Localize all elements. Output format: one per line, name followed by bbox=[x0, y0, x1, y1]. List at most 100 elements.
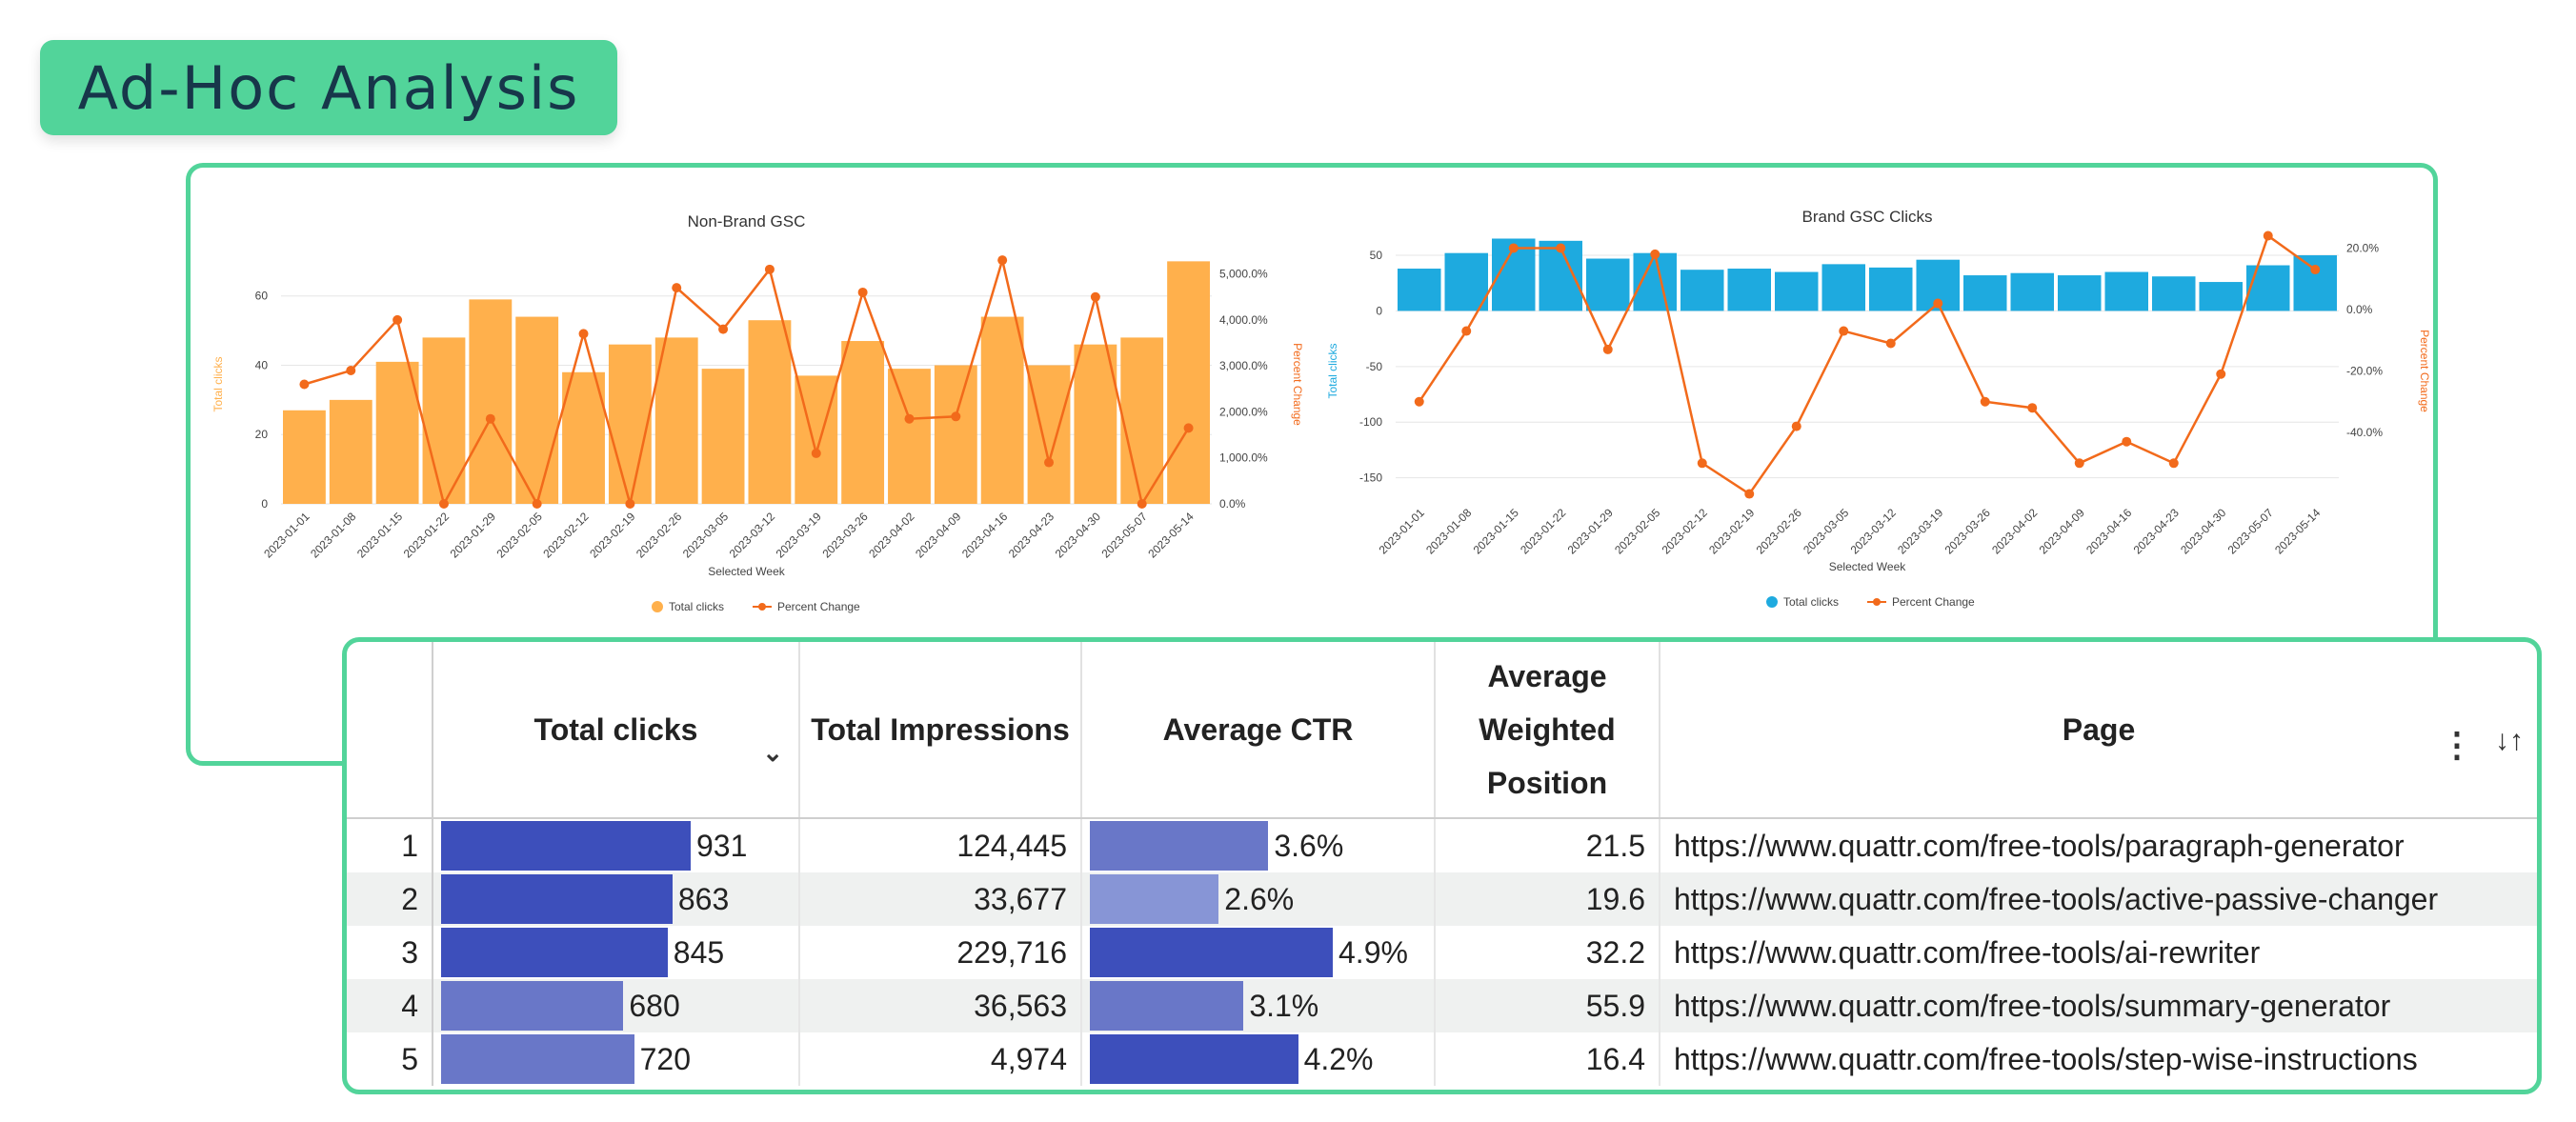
bar bbox=[469, 299, 513, 504]
cell-page[interactable]: https://www.quattr.com/free-tools/ai-rew… bbox=[1659, 926, 2537, 979]
percent-change-line bbox=[304, 255, 1190, 508]
legend-swatch-percent-change bbox=[1873, 598, 1881, 606]
cell-page[interactable]: https://www.quattr.com/free-tools/summar… bbox=[1659, 979, 2537, 1032]
bar bbox=[1444, 252, 1488, 311]
line-point bbox=[1839, 326, 1849, 336]
header-total-clicks[interactable]: Total clicks ⌄ bbox=[433, 642, 799, 819]
table-row[interactable]: 3 845 229,716 4.9% 32.2 https://www.quattr.co… bbox=[347, 926, 2537, 979]
bar bbox=[1775, 271, 1819, 311]
x-tick-label: 2023-01-22 bbox=[401, 510, 453, 561]
y-tick-label: 0 bbox=[261, 497, 268, 511]
data-table-panel: Total clicks ⌄ Total Impressions Average… bbox=[342, 637, 2542, 1094]
line-point bbox=[997, 255, 1008, 266]
more-options-icon[interactable]: ⋮ bbox=[2440, 725, 2474, 764]
cell-average-ctr: 3.1% bbox=[1080, 979, 1435, 1032]
x-tick-label: 2023-04-16 bbox=[2083, 506, 2135, 557]
header-page[interactable]: Page ⋮ ↓↑ bbox=[1659, 642, 2537, 819]
x-tick-label: 2023-01-08 bbox=[308, 510, 359, 561]
clicks-bar bbox=[441, 928, 668, 977]
table-body: 1 931 124,445 3.6% 21.5 https://www.quattr.co… bbox=[347, 818, 2537, 1086]
header-total-impressions[interactable]: Total Impressions bbox=[798, 642, 1081, 819]
cell-total-clicks: 863 bbox=[432, 872, 799, 926]
y2-tick-label: 3,000.0% bbox=[1219, 359, 1268, 372]
line-point bbox=[718, 324, 729, 334]
y-tick-label: 40 bbox=[255, 358, 269, 371]
line-point bbox=[485, 413, 495, 424]
x-tick-label: 2023-05-14 bbox=[1145, 510, 1197, 561]
x-tick-label: 2023-02-19 bbox=[1706, 506, 1758, 557]
x-tick-label: 2023-04-02 bbox=[866, 510, 917, 561]
row-index: 4 bbox=[347, 979, 433, 1032]
line-point bbox=[1791, 421, 1801, 431]
row-index: 1 bbox=[347, 818, 433, 872]
line-point bbox=[951, 411, 961, 422]
data-table: Total clicks ⌄ Total Impressions Average… bbox=[347, 642, 2537, 1086]
x-tick-label: 2023-01-01 bbox=[261, 510, 312, 561]
table-row[interactable]: 5 720 4,974 4.2% 16.4 https://www.quattr.com/… bbox=[347, 1032, 2537, 1086]
table-header-row: Total clicks ⌄ Total Impressions Average… bbox=[347, 642, 2537, 819]
x-tick-label: 2023-03-26 bbox=[819, 510, 871, 561]
bar bbox=[934, 365, 977, 504]
x-tick-label: 2023-03-05 bbox=[680, 510, 732, 561]
y-tick-label: 50 bbox=[1370, 249, 1383, 262]
bar bbox=[1680, 270, 1724, 311]
y2-tick-label: 0.0% bbox=[2346, 303, 2373, 316]
chevron-down-icon[interactable]: ⌄ bbox=[762, 738, 783, 767]
ctr-value: 4.2% bbox=[1303, 1041, 1374, 1076]
line-point bbox=[1980, 396, 1990, 407]
legend-label: Total clicks bbox=[1783, 595, 1839, 609]
x-tick-label: 2023-03-19 bbox=[774, 510, 825, 561]
legend-label: Percent Change bbox=[777, 600, 860, 613]
table-row[interactable]: 2 863 33,677 2.6% 19.6 https://www.quattr.com… bbox=[347, 872, 2537, 926]
bar bbox=[654, 337, 698, 504]
x-tick-label: 2023-04-02 bbox=[1989, 506, 2041, 557]
x-tick-label: 2023-05-07 bbox=[2225, 506, 2277, 557]
chart-title: Brand GSC Clicks bbox=[1802, 208, 1933, 226]
x-tick-label: 2023-03-19 bbox=[1895, 506, 1946, 557]
table-row[interactable]: 1 931 124,445 3.6% 21.5 https://www.quattr.co… bbox=[347, 818, 2537, 872]
cell-average-ctr: 2.6% bbox=[1080, 872, 1435, 926]
x-tick-label: 2023-04-09 bbox=[2037, 506, 2088, 557]
header-label: Weighted bbox=[1479, 712, 1616, 747]
line-point bbox=[2122, 436, 2132, 447]
x-tick-label: 2023-01-29 bbox=[1565, 506, 1617, 557]
clicks-value: 680 bbox=[629, 988, 680, 1023]
y2-tick-label: 20.0% bbox=[2346, 241, 2379, 254]
cell-position: 21.5 bbox=[1434, 818, 1660, 872]
y2-tick-label: 1,000.0% bbox=[1219, 451, 1268, 465]
percent-change-line bbox=[1418, 233, 2316, 496]
charts-svg: Non-Brand GSC 0 20 40 60 0.0% 1,000.0% 2,000.0%… bbox=[211, 208, 2431, 613]
header-average-weighted-position[interactable]: Average Weighted Position bbox=[1434, 642, 1660, 819]
line-point bbox=[346, 366, 356, 376]
line-point bbox=[1508, 243, 1519, 253]
sort-icon[interactable]: ↓↑ bbox=[2495, 725, 2524, 756]
x-tick-label: 2023-02-26 bbox=[1754, 506, 1805, 557]
header-label: Average bbox=[1487, 659, 1607, 693]
cell-total-impressions: 229,716 bbox=[798, 926, 1081, 979]
header-average-ctr[interactable]: Average CTR bbox=[1080, 642, 1435, 819]
bar bbox=[1586, 258, 1630, 311]
row-index: 3 bbox=[347, 926, 433, 979]
line-point bbox=[299, 379, 310, 390]
line-point bbox=[2310, 265, 2321, 275]
bar bbox=[1727, 269, 1771, 311]
line-point bbox=[1461, 326, 1472, 336]
bar bbox=[2293, 255, 2337, 311]
line-point bbox=[2216, 369, 2226, 379]
line-point bbox=[2168, 458, 2179, 469]
ctr-bar bbox=[1090, 928, 1333, 977]
bar bbox=[1120, 337, 1164, 504]
x-tick-label: 2023-02-19 bbox=[587, 510, 638, 561]
cell-page[interactable]: https://www.quattr.com/free-tools/active… bbox=[1659, 872, 2537, 926]
cell-page[interactable]: https://www.quattr.com/free-tools/step-w… bbox=[1659, 1032, 2537, 1086]
y-tick-label: 0 bbox=[1376, 304, 1382, 317]
header-label: Average CTR bbox=[1162, 712, 1354, 747]
table-row[interactable]: 4 680 36,563 3.1% 55.9 https://www.quattr.com… bbox=[347, 979, 2537, 1032]
cell-page[interactable]: https://www.quattr.com/free-tools/paragr… bbox=[1659, 818, 2537, 872]
x-tick-label: 2023-01-01 bbox=[1377, 506, 1428, 557]
x-tick-label: 2023-04-30 bbox=[2178, 506, 2229, 557]
clicks-value: 720 bbox=[639, 1041, 691, 1076]
bar bbox=[1633, 252, 1677, 311]
line-point bbox=[672, 283, 682, 293]
line-point bbox=[1933, 298, 1943, 309]
